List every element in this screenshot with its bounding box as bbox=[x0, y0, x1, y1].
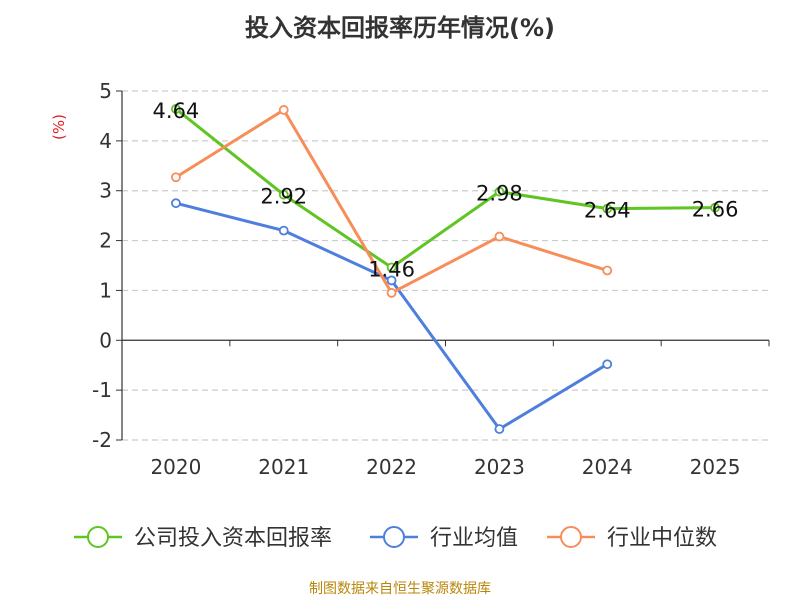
legend: 公司投入资本回报率 行业均值 行业中位数 bbox=[74, 526, 717, 551]
data-point bbox=[171, 104, 181, 114]
legend-label: 行业均值 bbox=[430, 526, 518, 551]
y-axis-label: (%) bbox=[50, 114, 68, 140]
data-label: 2.98 bbox=[476, 182, 523, 206]
data-point bbox=[602, 203, 613, 214]
y-tick-label: -1 bbox=[92, 378, 112, 402]
data-point bbox=[278, 189, 289, 200]
x-tick-label: 2023 bbox=[474, 455, 525, 479]
data-labels: 4.64 2.92 1.46 2.98 2.64 2.66 bbox=[153, 99, 739, 282]
data-point bbox=[171, 172, 181, 183]
legend-marker bbox=[383, 526, 405, 548]
data-label: 2.66 bbox=[692, 198, 739, 222]
x-tick-label: 2024 bbox=[582, 455, 633, 479]
data-point bbox=[602, 359, 613, 370]
data-point bbox=[386, 262, 397, 273]
series bbox=[171, 104, 720, 434]
series-line-0 bbox=[174, 107, 716, 269]
x-tick-label: 2021 bbox=[258, 455, 309, 479]
data-label: 4.64 bbox=[153, 99, 200, 123]
data-point bbox=[171, 198, 181, 209]
y-tick-label: 1 bbox=[99, 278, 112, 302]
y-tick-label: 5 bbox=[99, 79, 112, 103]
data-point bbox=[602, 265, 613, 276]
source-note: 制图数据来自恒生聚源数据库 bbox=[309, 581, 491, 597]
data-point bbox=[278, 225, 289, 236]
grid-lines bbox=[122, 90, 769, 441]
data-point bbox=[710, 202, 720, 213]
y-tick-label: 4 bbox=[99, 129, 112, 153]
y-tick-label: 0 bbox=[99, 328, 112, 352]
series-line-1 bbox=[175, 201, 609, 431]
data-point bbox=[386, 275, 397, 286]
data-point bbox=[494, 186, 505, 197]
legend-marker bbox=[560, 526, 582, 548]
x-tick-label: 2022 bbox=[366, 455, 417, 479]
data-point bbox=[494, 231, 505, 242]
y-tick-label: 2 bbox=[99, 229, 112, 253]
x-tick-label: 2020 bbox=[150, 455, 201, 479]
data-point bbox=[494, 424, 505, 434]
legend-label: 行业中位数 bbox=[607, 526, 717, 551]
y-tick-label: -2 bbox=[92, 428, 112, 452]
y-tick-label: 3 bbox=[99, 179, 112, 203]
legend-marker bbox=[87, 526, 109, 548]
data-label: 2.64 bbox=[584, 199, 631, 223]
data-label: 2.92 bbox=[260, 185, 307, 209]
data-point bbox=[386, 288, 397, 298]
data-point bbox=[278, 105, 289, 115]
chart-title: 投入资本回报率历年情况(%) bbox=[245, 14, 555, 42]
x-tick-label: 2025 bbox=[690, 455, 741, 479]
axes: 5 4 3 2 1 0 -1 -2 2020 2021 2022 2023 2024 2025 (%) bbox=[50, 79, 770, 479]
data-label: 1.46 bbox=[368, 257, 415, 281]
legend-label: 公司投入资本回报率 bbox=[134, 526, 332, 551]
